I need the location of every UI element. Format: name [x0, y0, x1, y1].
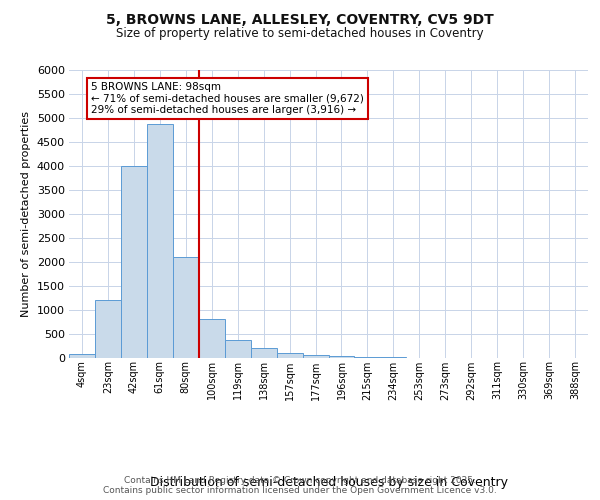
- Bar: [121, 166, 147, 358]
- Text: Size of property relative to semi-detached houses in Coventry: Size of property relative to semi-detach…: [116, 28, 484, 40]
- Y-axis label: Number of semi-detached properties: Number of semi-detached properties: [21, 111, 31, 317]
- Bar: [329, 356, 355, 358]
- Bar: [302, 355, 329, 358]
- Bar: [173, 257, 199, 358]
- Bar: [95, 300, 121, 358]
- Bar: [147, 124, 173, 358]
- Bar: [355, 357, 380, 358]
- Text: Contains HM Land Registry data © Crown copyright and database right 2025.
Contai: Contains HM Land Registry data © Crown c…: [103, 476, 497, 495]
- Bar: [277, 352, 302, 358]
- Bar: [225, 340, 251, 357]
- X-axis label: Distribution of semi-detached houses by size in Coventry: Distribution of semi-detached houses by …: [149, 476, 508, 489]
- Bar: [199, 319, 224, 358]
- Bar: [69, 354, 95, 358]
- Bar: [251, 348, 277, 358]
- Text: 5, BROWNS LANE, ALLESLEY, COVENTRY, CV5 9DT: 5, BROWNS LANE, ALLESLEY, COVENTRY, CV5 …: [106, 12, 494, 26]
- Text: 5 BROWNS LANE: 98sqm
← 71% of semi-detached houses are smaller (9,672)
29% of se: 5 BROWNS LANE: 98sqm ← 71% of semi-detac…: [91, 82, 364, 115]
